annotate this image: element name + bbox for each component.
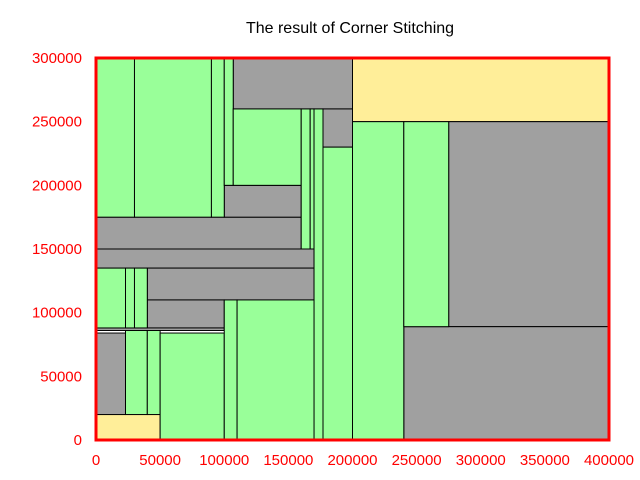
x-tick-label: 200000: [327, 452, 377, 469]
highlight-tile-1: [95, 414, 161, 441]
x-tick-label: 100000: [199, 452, 249, 469]
solid-tile-3: [95, 216, 302, 250]
solid-tile-8: [95, 332, 126, 416]
space-tile-31: [236, 299, 315, 441]
space-tile-18: [300, 108, 311, 250]
chart-title: The result of Corner Stitching: [246, 20, 454, 37]
space-tile-23: [403, 121, 450, 328]
space-tile-30: [223, 299, 238, 441]
space-tile-15: [210, 57, 225, 218]
x-tick-label: 300000: [456, 452, 506, 469]
y-tick-label: 250000: [32, 114, 82, 131]
x-tick-label: 350000: [520, 452, 570, 469]
space-tile-21: [322, 146, 354, 441]
y-tick-label: 0: [74, 432, 82, 449]
space-tile-13: [95, 57, 135, 218]
x-tick-label: 0: [92, 452, 100, 469]
x-axis-ticks: 0 50000 100000 150000 200000 250000 300000 3500…: [92, 452, 634, 469]
solid-tile-4: [95, 248, 315, 269]
space-tile-29: [159, 332, 225, 441]
y-tick-label: 100000: [32, 305, 82, 322]
space-tile-25: [124, 267, 135, 329]
space-tile-24: [95, 267, 126, 329]
space-tile-16: [223, 57, 234, 186]
tiles-layer: [95, 57, 610, 441]
y-tick-label: 50000: [40, 368, 82, 385]
space-tile-26: [133, 267, 148, 329]
space-tile-17: [232, 108, 302, 186]
solid-tile-9: [223, 184, 302, 218]
solid-tile-5: [146, 267, 315, 301]
y-tick-label: 150000: [32, 241, 82, 258]
space-tile-19: [309, 108, 315, 250]
x-tick-label: 400000: [584, 452, 634, 469]
x-tick-label: 50000: [139, 452, 181, 469]
space-tile-14: [133, 57, 212, 218]
x-tick-label: 150000: [263, 452, 313, 469]
space-tile-20: [313, 108, 324, 441]
space-tile-28: [146, 329, 161, 416]
y-tick-label: 200000: [32, 177, 82, 194]
space-tile-22: [352, 121, 405, 441]
solid-tile-2: [232, 57, 353, 110]
x-tick-label: 250000: [392, 452, 442, 469]
solid-tile-11: [448, 121, 610, 328]
y-axis-ticks: 0 50000 100000 150000 200000 250000 300000: [32, 50, 82, 449]
plot-frame: [94, 56, 611, 442]
highlight-tile-0: [352, 57, 610, 123]
solid-tile-10: [322, 108, 354, 148]
y-tick-label: 300000: [32, 50, 82, 67]
solid-tile-6: [146, 299, 225, 329]
solid-tile-12: [403, 326, 610, 441]
space-tile-27: [124, 329, 148, 416]
